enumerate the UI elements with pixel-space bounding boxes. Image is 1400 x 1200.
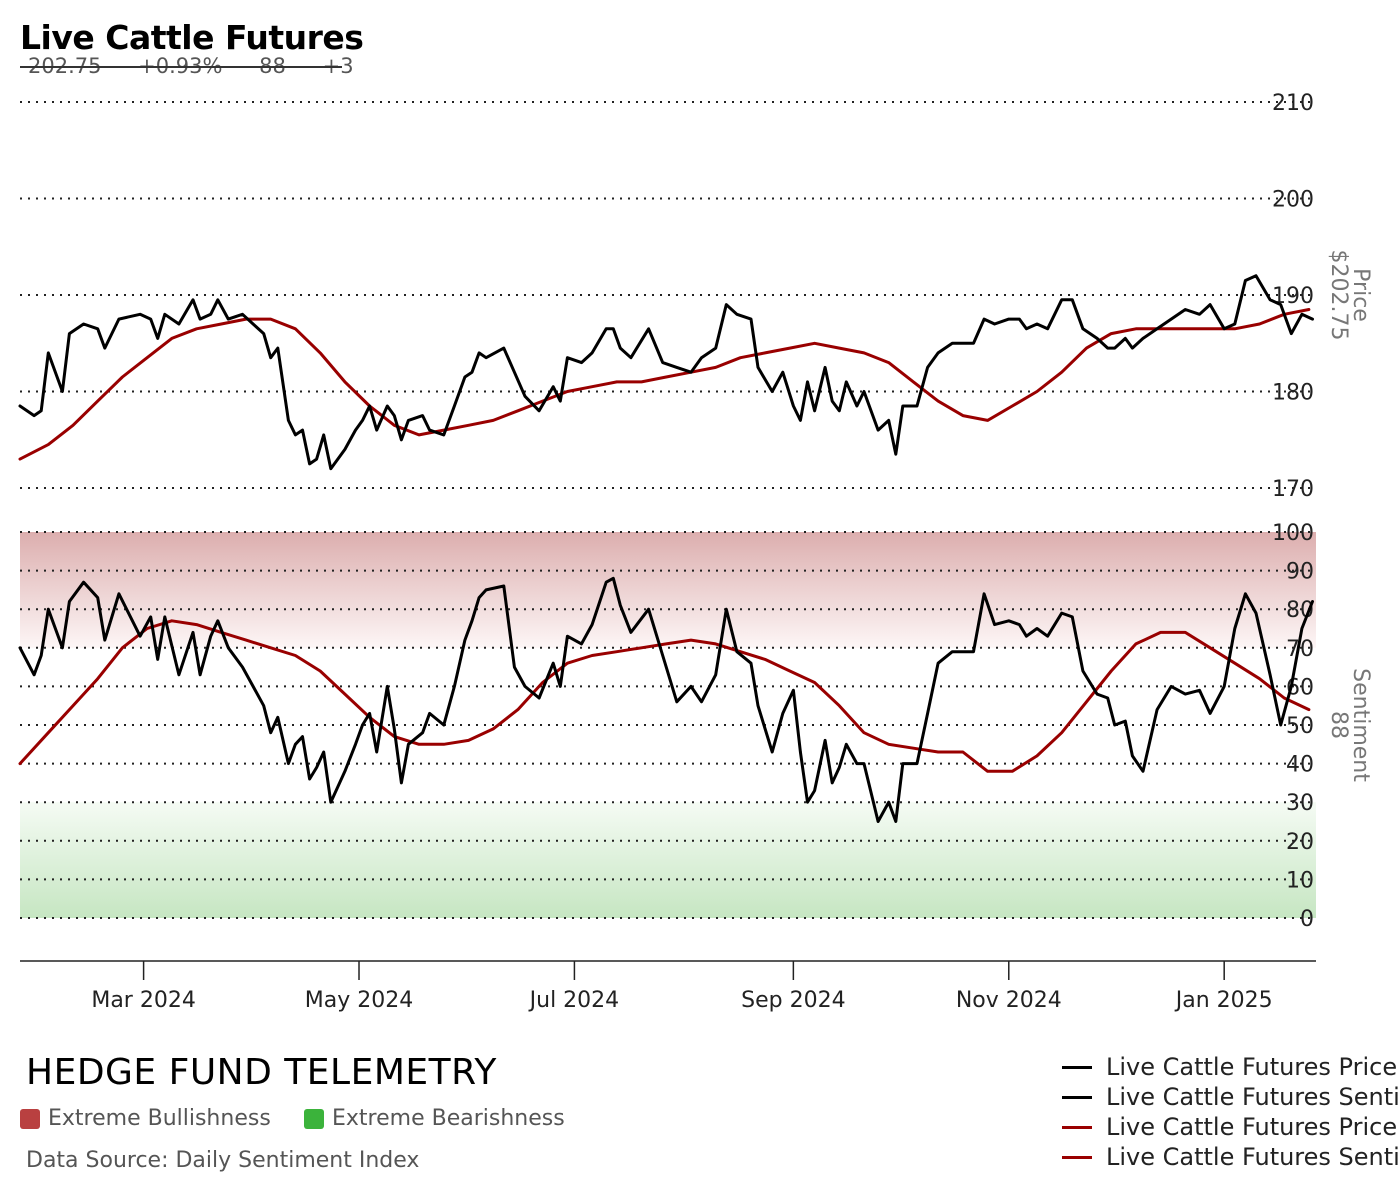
price-tick-label: 190 bbox=[1272, 284, 1314, 309]
price-tick-label: 200 bbox=[1272, 188, 1314, 213]
sentiment-tick-label: 20 bbox=[1286, 830, 1314, 855]
extreme-bearish-zone bbox=[20, 802, 1316, 918]
sentiment-tick-label: 40 bbox=[1286, 753, 1314, 778]
sentiment-tick-label: 30 bbox=[1286, 791, 1314, 816]
price-axis-title: Price bbox=[1348, 268, 1373, 322]
legend-line-icon bbox=[1062, 1065, 1092, 1069]
sentiment-tick-label: 50 bbox=[1286, 714, 1314, 739]
legend-label: Live Cattle Futures Price bbox=[1106, 1053, 1398, 1081]
brand-name: HEDGE FUND TELEMETRY bbox=[26, 1052, 497, 1093]
price-sma-line bbox=[18, 308, 1311, 461]
x-tick-label: Jul 2024 bbox=[528, 988, 620, 1013]
price-tick-label: 210 bbox=[1272, 91, 1314, 116]
sentiment-tick-label: 90 bbox=[1286, 560, 1314, 585]
x-tick-label: May 2024 bbox=[305, 988, 413, 1013]
extreme-bullish-zone bbox=[20, 532, 1316, 648]
price-tick-label: 170 bbox=[1272, 477, 1314, 502]
price-line bbox=[18, 274, 1314, 471]
legend-label: Live Cattle Futures Price SMA bbox=[1106, 1113, 1400, 1141]
zone-legend-bullish: Extreme Bullishness bbox=[20, 1106, 271, 1131]
zone-legend-bullish-label: Extreme Bullishness bbox=[48, 1106, 271, 1131]
legend-item-sentiment[interactable]: Live Cattle Futures Sentiment bbox=[1062, 1082, 1400, 1112]
price-tick-label: 180 bbox=[1272, 381, 1314, 406]
legend-line-icon bbox=[1062, 1125, 1092, 1129]
price-axis-value: $202.75 bbox=[1326, 250, 1351, 341]
legend-item-sentiment-sma[interactable]: Live Cattle Futures Sentiment SMA bbox=[1062, 1142, 1400, 1172]
sentiment-axis-value: 88 bbox=[1326, 711, 1351, 739]
zone-legend-bearish: Extreme Bearishness bbox=[304, 1106, 565, 1131]
series-legend: Live Cattle Futures Price Live Cattle Fu… bbox=[1062, 1052, 1400, 1172]
sentiment-axis-title: Sentiment bbox=[1348, 668, 1373, 782]
legend-line-icon bbox=[1062, 1155, 1092, 1159]
legend-label: Live Cattle Futures Sentiment bbox=[1106, 1083, 1400, 1111]
sentiment-tick-label: 0 bbox=[1300, 907, 1314, 932]
x-tick-label: Jan 2025 bbox=[1174, 988, 1273, 1013]
sentiment-tick-label: 100 bbox=[1272, 521, 1314, 546]
bearish-swatch bbox=[304, 1108, 324, 1129]
x-tick-label: Mar 2024 bbox=[91, 988, 196, 1013]
bullish-swatch bbox=[20, 1108, 40, 1129]
stats-strikethrough bbox=[20, 66, 342, 68]
legend-item-price-sma[interactable]: Live Cattle Futures Price SMA bbox=[1062, 1112, 1400, 1142]
zone-legend-bearish-label: Extreme Bearishness bbox=[332, 1106, 565, 1131]
legend-line-icon bbox=[1062, 1095, 1092, 1099]
sentiment-line bbox=[18, 576, 1314, 823]
x-tick-label: Nov 2024 bbox=[956, 988, 1062, 1013]
legend-label: Live Cattle Futures Sentiment SMA bbox=[1106, 1143, 1400, 1171]
sentiment-tick-label: 10 bbox=[1286, 868, 1314, 893]
chart-title: Live Cattle Futures bbox=[20, 18, 364, 57]
x-tick-label: Sep 2024 bbox=[741, 988, 845, 1013]
legend-item-price[interactable]: Live Cattle Futures Price bbox=[1062, 1052, 1400, 1082]
data-source: Data Source: Daily Sentiment Index bbox=[26, 1148, 420, 1173]
